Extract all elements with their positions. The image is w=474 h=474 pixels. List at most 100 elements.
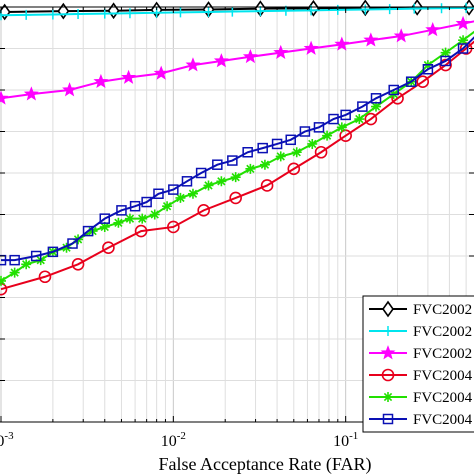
- data-point: [380, 345, 396, 360]
- data-point: [245, 163, 256, 174]
- data-point: [149, 209, 160, 220]
- data-point: [153, 188, 164, 199]
- data-point: [440, 47, 451, 58]
- data-point: [67, 238, 78, 249]
- data-point: [227, 155, 238, 166]
- data-point: [129, 200, 141, 212]
- x-tick-label: 10-2: [161, 430, 186, 450]
- x-tick-label-base: 10: [333, 433, 349, 450]
- legend: FVC2002 FVC2002 FVC2002 FVC2004 FVC2004 FVC20…: [362, 295, 474, 433]
- data-point: [382, 413, 394, 425]
- data-point: [313, 122, 325, 133]
- data-point: [436, 3, 447, 14]
- data-point: [307, 0, 320, 17]
- legend-label: FVC2002: [413, 302, 472, 318]
- data-point: [61, 242, 72, 253]
- x-tick-label: 10-3: [0, 430, 14, 450]
- data-point: [30, 250, 42, 262]
- data-point: [38, 270, 52, 284]
- tick-labels: 10-310-210-1: [0, 430, 358, 450]
- series-4: [0, 40, 474, 296]
- data-point: [422, 64, 434, 75]
- x-tick-label-base: 10: [0, 433, 4, 450]
- data-point: [162, 201, 173, 212]
- data-point: [73, 9, 84, 20]
- data-point: [57, 2, 70, 20]
- data-point: [153, 65, 169, 80]
- data-point: [383, 392, 393, 402]
- data-point: [137, 213, 148, 224]
- data-point: [405, 76, 417, 87]
- legend-label: FVC2004: [413, 390, 473, 406]
- data-point: [388, 84, 399, 96]
- data-point: [71, 257, 85, 271]
- legend-label: FVC2002: [413, 324, 472, 340]
- data-point: [141, 196, 152, 208]
- data-point: [303, 40, 319, 55]
- data-point: [229, 191, 242, 205]
- data-point: [273, 44, 289, 59]
- legend-item: FVC2004: [369, 412, 473, 428]
- data-point: [21, 9, 32, 20]
- data-point: [393, 28, 409, 43]
- legend-item: FVC2002: [369, 324, 472, 340]
- data-point: [99, 213, 111, 224]
- data-point: [255, 6, 266, 17]
- data-point: [99, 8, 110, 19]
- series-6: [0, 36, 474, 266]
- legend-label: FVC2002: [413, 346, 472, 362]
- series-line: [1, 36, 474, 262]
- data-point: [457, 43, 469, 54]
- data-point: [216, 176, 227, 187]
- data-point: [285, 134, 296, 146]
- data-point: [82, 225, 94, 237]
- data-point: [168, 184, 179, 195]
- legend-label: FVC2004: [413, 412, 473, 428]
- data-point: [21, 259, 32, 270]
- data-point: [212, 159, 223, 170]
- data-point: [134, 224, 148, 238]
- data-point: [271, 138, 283, 150]
- data-point: [291, 147, 302, 158]
- data-point: [354, 114, 365, 125]
- legend-box: [362, 295, 474, 433]
- data-point: [381, 368, 395, 382]
- data-point: [275, 151, 286, 162]
- data-point: [299, 126, 311, 137]
- data-point: [287, 162, 301, 176]
- data-point: [175, 7, 186, 18]
- data-point: [357, 101, 368, 112]
- data-point: [121, 69, 137, 84]
- data-point: [322, 130, 333, 141]
- data-point: [455, 15, 471, 30]
- data-point: [203, 180, 214, 191]
- data-point: [213, 53, 229, 68]
- data-point: [242, 147, 253, 158]
- data-point: [328, 113, 339, 125]
- x-tick-label-base: 10: [161, 433, 177, 450]
- data-point: [364, 112, 378, 126]
- data-point: [307, 138, 318, 149]
- data-point: [113, 217, 124, 228]
- series-line: [0, 30, 474, 282]
- x-tick-label-exponent: -2: [177, 430, 186, 442]
- data-point: [124, 8, 135, 19]
- data-point: [47, 246, 59, 258]
- data-point: [416, 75, 430, 88]
- data-point: [260, 179, 274, 192]
- data-point: [47, 9, 58, 20]
- data-point: [9, 267, 20, 278]
- data-point: [363, 32, 379, 47]
- data-point: [62, 82, 78, 97]
- data-point: [340, 109, 351, 121]
- data-point: [0, 90, 9, 105]
- data-point: [102, 241, 115, 254]
- data-point: [334, 36, 350, 51]
- data-point: [181, 176, 193, 187]
- data-point: [259, 159, 270, 170]
- data-point: [458, 35, 469, 46]
- x-axis-label: False Acceptance Rate (FAR): [158, 454, 371, 474]
- data-point: [242, 48, 258, 64]
- data-point: [440, 55, 451, 67]
